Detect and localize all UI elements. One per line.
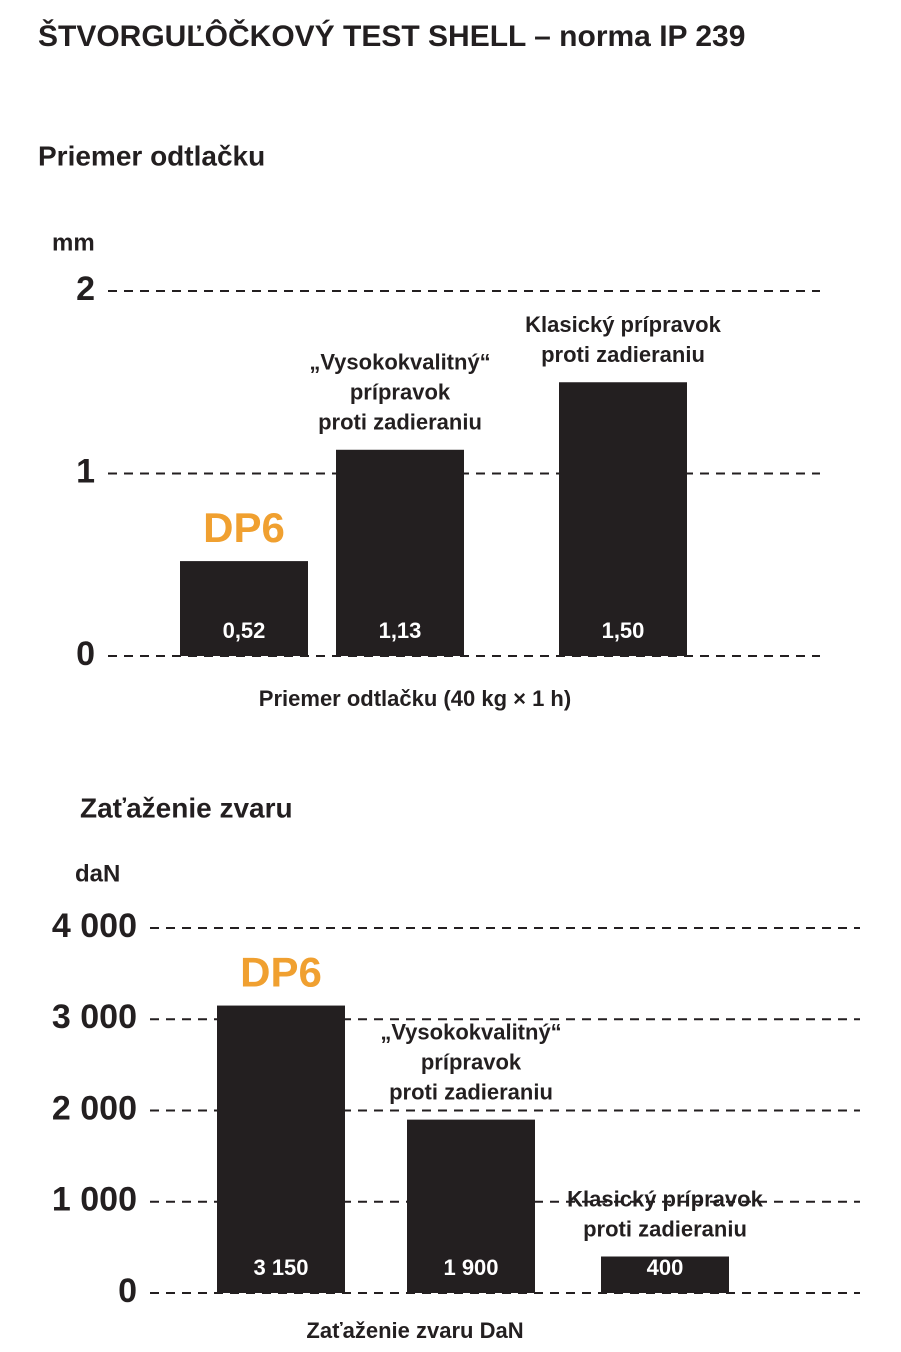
y-tick-label: 1 000 [52,1181,137,1219]
x-axis-label: Zaťaženie zvaru DaN [306,1318,523,1343]
bar [407,1119,535,1293]
bar [180,561,308,656]
value-label: 3 150 [253,1255,308,1280]
category-label: Klasický prípravok [525,312,721,337]
category-label: proti zadieraniu [389,1079,553,1104]
value-label: 1 900 [443,1255,498,1280]
y-tick-label: 2 [76,270,95,308]
value-label: 400 [647,1255,684,1280]
bar [336,449,464,656]
y-tick-label: 1 [76,452,95,490]
page-title: ŠTVORGUĽÔČKOVÝ TEST SHELL – norma IP 239 [38,19,745,53]
chart-title: Zaťaženie zvaru [80,792,293,823]
x-axis-label: Priemer odtlačku (40 kg × 1 h) [259,686,571,711]
category-label: Klasický prípravok [567,1186,763,1211]
y-tick-label: 4 000 [52,907,137,945]
category-label: „Vysokokvalitný“ [309,350,490,375]
value-label: 1,50 [602,618,645,643]
y-tick-label: 2 000 [52,1089,137,1127]
value-label: 1,13 [379,618,422,643]
bar [601,1256,729,1293]
y-unit: daN [75,860,120,887]
category-label: prípravok [350,380,451,405]
category-label: proti zadieraniu [318,410,482,435]
y-tick-label: 0 [118,1272,137,1310]
bar [217,1005,345,1293]
category-label: proti zadieraniu [583,1216,747,1241]
chart-title: Priemer odtlačku [38,140,265,171]
bar [559,382,687,656]
value-label: 0,52 [223,618,266,643]
category-label: prípravok [421,1049,522,1074]
y-unit: mm [52,229,95,256]
category-label: „Vysokokvalitný“ [380,1019,561,1044]
y-tick-label: 0 [76,635,95,673]
y-tick-label: 3 000 [52,998,137,1036]
category-label: proti zadieraniu [541,342,705,367]
category-label-highlight: DP6 [240,949,322,996]
category-label-highlight: DP6 [203,504,285,551]
